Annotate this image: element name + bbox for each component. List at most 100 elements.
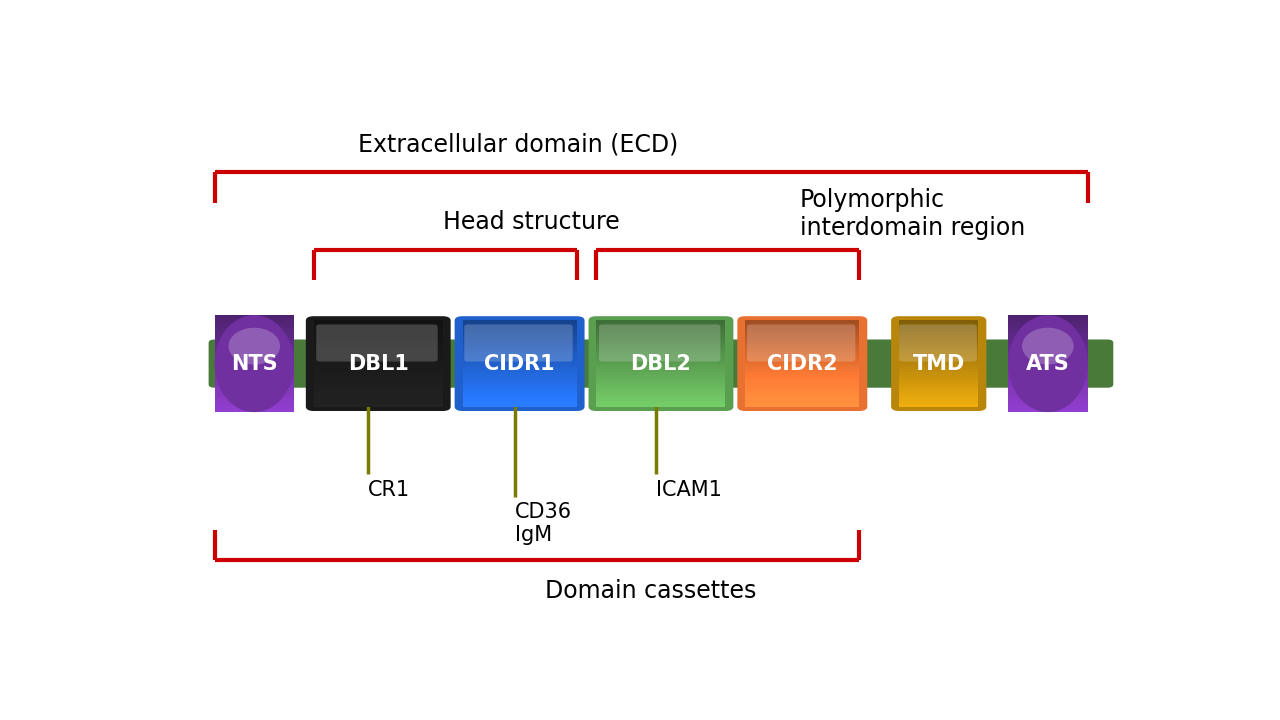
Bar (596, 334, 726, 338)
Bar (314, 397, 443, 401)
Bar (314, 334, 443, 338)
Bar (899, 400, 978, 404)
Bar (314, 395, 443, 398)
Bar (314, 360, 443, 364)
Bar (314, 326, 443, 329)
Bar (314, 331, 443, 335)
Bar (899, 366, 978, 369)
Text: CD36
IgM: CD36 IgM (515, 503, 572, 546)
Bar (215, 389, 294, 392)
Bar (745, 380, 859, 384)
Bar (1009, 408, 1088, 412)
Bar (215, 330, 294, 335)
Bar (745, 346, 859, 349)
Bar (596, 369, 726, 372)
Text: Head structure: Head structure (443, 210, 620, 234)
Bar (462, 377, 576, 381)
Bar (1009, 369, 1088, 373)
Bar (314, 320, 443, 323)
Bar (596, 377, 726, 381)
Bar (745, 323, 859, 326)
Bar (596, 400, 726, 404)
Text: NTS: NTS (230, 354, 278, 374)
FancyBboxPatch shape (306, 316, 451, 411)
Bar (1009, 315, 1088, 318)
Bar (745, 403, 859, 407)
Bar (462, 328, 576, 332)
Bar (899, 377, 978, 381)
Bar (1009, 360, 1088, 364)
Bar (462, 395, 576, 398)
Text: DBL1: DBL1 (348, 354, 408, 374)
FancyBboxPatch shape (209, 340, 1114, 387)
Bar (899, 331, 978, 335)
FancyBboxPatch shape (599, 325, 721, 361)
Bar (745, 366, 859, 369)
Bar (1009, 382, 1088, 386)
Bar (215, 376, 294, 379)
Bar (215, 337, 294, 341)
Bar (596, 363, 726, 366)
Bar (215, 402, 294, 405)
Bar (215, 334, 294, 338)
Bar (462, 403, 576, 407)
Bar (1009, 321, 1088, 325)
Bar (1009, 395, 1088, 399)
Bar (1009, 318, 1088, 322)
Bar (462, 354, 576, 358)
Bar (215, 343, 294, 348)
Bar (899, 337, 978, 341)
Bar (215, 408, 294, 412)
Bar (596, 397, 726, 401)
Bar (899, 374, 978, 378)
Bar (314, 348, 443, 352)
Bar (462, 366, 576, 369)
Bar (745, 340, 859, 343)
Bar (462, 323, 576, 326)
Bar (899, 386, 978, 390)
Bar (745, 320, 859, 323)
Bar (745, 354, 859, 358)
Bar (745, 377, 859, 381)
Bar (745, 363, 859, 366)
Bar (314, 372, 443, 375)
Bar (462, 340, 576, 343)
Bar (899, 403, 978, 407)
Text: CIDR1: CIDR1 (484, 354, 556, 374)
Bar (462, 374, 576, 378)
Bar (745, 331, 859, 335)
Bar (215, 341, 294, 344)
Bar (314, 354, 443, 358)
Bar (215, 373, 294, 377)
Bar (462, 337, 576, 341)
Bar (899, 354, 978, 358)
Bar (899, 395, 978, 398)
Bar (215, 379, 294, 383)
Bar (1009, 402, 1088, 405)
Bar (314, 400, 443, 404)
Bar (899, 323, 978, 326)
Bar (314, 337, 443, 341)
Bar (596, 348, 726, 352)
Bar (462, 386, 576, 390)
Bar (1009, 330, 1088, 335)
Text: TMD: TMD (913, 354, 965, 374)
Bar (745, 392, 859, 395)
Bar (462, 372, 576, 375)
Bar (215, 386, 294, 390)
Bar (745, 337, 859, 341)
Bar (462, 331, 576, 335)
Bar (215, 328, 294, 331)
Bar (215, 354, 294, 357)
Bar (314, 374, 443, 378)
FancyBboxPatch shape (465, 325, 572, 361)
Bar (462, 392, 576, 395)
Ellipse shape (215, 315, 294, 412)
Bar (899, 348, 978, 352)
Bar (1009, 356, 1088, 361)
Bar (899, 363, 978, 366)
Bar (745, 395, 859, 398)
Bar (1009, 350, 1088, 354)
Bar (745, 400, 859, 404)
Bar (1009, 373, 1088, 377)
